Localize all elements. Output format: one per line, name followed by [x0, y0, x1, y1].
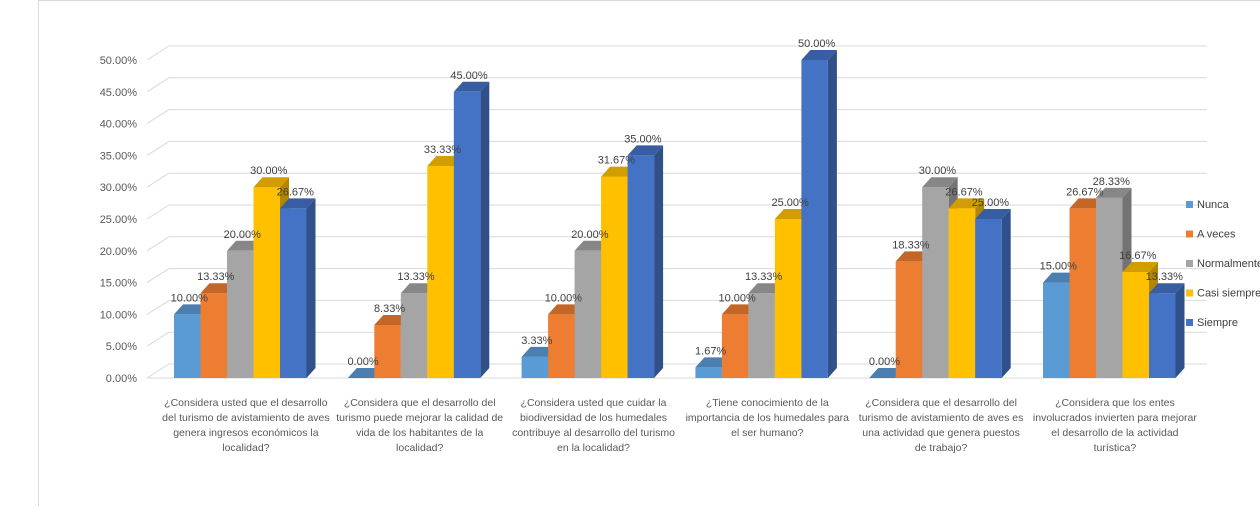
- data-label: 25.00%: [771, 197, 809, 209]
- legend-swatch: [1186, 201, 1193, 208]
- gridline-side: [146, 77, 170, 93]
- data-label: 18.33%: [892, 239, 930, 251]
- y-tick-label: 50.00%: [100, 55, 138, 67]
- bars: [174, 50, 1185, 379]
- gridline-side: [146, 109, 170, 125]
- data-label: 13.33%: [745, 271, 783, 283]
- legend-swatch: [1186, 230, 1193, 238]
- frame-left-border: [38, 0, 39, 506]
- y-tick-label: 0.00%: [106, 373, 137, 385]
- gridline-side: [146, 268, 170, 284]
- category-label: ¿Considera que el desarrollo del turismo …: [859, 397, 1024, 454]
- category-label: ¿Considera usted que el desarrollo del tu…: [162, 397, 330, 454]
- y-tick-label: 15.00%: [100, 278, 138, 290]
- data-label: 33.33%: [424, 144, 462, 156]
- legend-swatch: [1186, 289, 1193, 297]
- category-label: ¿Considera que el desarrollo del turismo …: [336, 397, 503, 454]
- category-label: ¿Tiene conocimiento de la importancia de …: [686, 397, 850, 439]
- data-label: 10.00%: [718, 292, 756, 304]
- data-label: 20.00%: [224, 229, 262, 241]
- data-label: 13.33%: [197, 271, 235, 283]
- gridline-side: [146, 236, 170, 252]
- y-tick-label: 20.00%: [100, 246, 138, 258]
- data-label: 8.33%: [374, 303, 405, 315]
- bar-siempre: [280, 198, 316, 378]
- data-label: 26.67%: [277, 186, 315, 198]
- data-label: 10.00%: [545, 292, 583, 304]
- y-tick-label: 35.00%: [100, 150, 138, 162]
- y-tick-label: 40.00%: [100, 119, 138, 131]
- bar-siempre: [627, 145, 664, 378]
- legend-label: Normalmente: [1197, 258, 1260, 270]
- y-tick-label: 10.00%: [100, 309, 138, 321]
- y-tick-label: 5.00%: [106, 341, 137, 353]
- gridline-side: [146, 299, 170, 315]
- data-label: 16.67%: [1119, 250, 1157, 262]
- legend-swatch: [1186, 260, 1193, 267]
- legend-label: A veces: [1197, 229, 1236, 241]
- y-tick-label: 30.00%: [100, 182, 138, 194]
- data-label: 28.33%: [1093, 176, 1131, 188]
- data-label: 0.00%: [869, 356, 900, 368]
- data-label: 35.00%: [624, 133, 662, 145]
- data-label: 45.00%: [450, 70, 488, 82]
- gridline-side: [146, 204, 170, 220]
- frame-top-border: [38, 0, 1260, 1]
- legend-label: Casi siempre: [1197, 288, 1260, 300]
- data-labels: 10.00% 13.33% 20.00% 30.00% 26.67% 0.00% 8.33%…: [171, 38, 1184, 368]
- data-label: 25.00%: [972, 197, 1010, 209]
- data-label: 1.67%: [695, 345, 726, 357]
- gridline-side: [146, 331, 170, 347]
- data-label: 13.33%: [397, 271, 435, 283]
- gridline-side: [146, 140, 170, 156]
- data-label: 15.00%: [1040, 261, 1078, 273]
- gridline-side: [146, 45, 170, 61]
- data-label: 3.33%: [521, 335, 552, 347]
- category-label: ¿Considera usted que cuidar la biodiversi…: [512, 397, 675, 454]
- legend: Nunca A veces Normalmente Casi siempre Siemp…: [1186, 199, 1260, 329]
- gridline-side: [146, 363, 170, 379]
- bar-siempre: [1149, 283, 1185, 378]
- legend-label: Siempre: [1197, 317, 1238, 329]
- data-label: 26.67%: [945, 186, 983, 198]
- data-label: 26.67%: [1066, 186, 1104, 198]
- data-label: 13.33%: [1146, 271, 1184, 283]
- legend-swatch: [1186, 319, 1193, 326]
- bar-siempre: [975, 209, 1011, 378]
- data-label: 10.00%: [171, 292, 209, 304]
- data-label: 0.00%: [347, 356, 378, 368]
- x-axis-categories: ¿Considera usted que el desarrollo del tu…: [162, 397, 1197, 454]
- category-label: ¿Considera que los entes involucrados inv…: [1033, 397, 1197, 454]
- bar-siempre: [453, 81, 490, 379]
- bar-siempre: [801, 50, 837, 378]
- gridline-side: [146, 172, 170, 188]
- data-label: 30.00%: [919, 165, 957, 177]
- legend-label: Nunca: [1197, 199, 1230, 211]
- data-label: 20.00%: [571, 229, 609, 241]
- y-axis: 0.00% 5.00% 10.00% 15.00% 20.00% 25.00% 30.00%…: [100, 55, 138, 385]
- y-tick-label: 45.00%: [100, 87, 138, 99]
- y-tick-label: 25.00%: [100, 214, 138, 226]
- data-label: 50.00%: [798, 38, 836, 50]
- data-label: 31.67%: [598, 155, 636, 167]
- data-label: 30.00%: [250, 165, 288, 177]
